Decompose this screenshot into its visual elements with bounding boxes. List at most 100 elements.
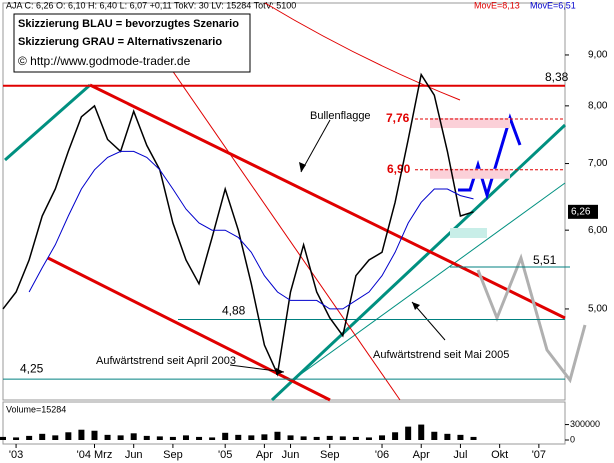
volume-bar [26, 435, 33, 440]
volume-bar [78, 429, 85, 440]
price-line [2, 72, 474, 377]
volume-bar [339, 436, 346, 440]
arrow [411, 301, 446, 341]
volume-bar [91, 430, 98, 440]
x-tick-label: Okt [491, 449, 508, 461]
volume-bar [274, 431, 281, 440]
note: Skizzierung GRAU = Alternativszenario [18, 36, 222, 48]
volume-bar [326, 435, 333, 440]
volume-bar [235, 434, 242, 440]
volume-bar [418, 424, 425, 440]
x-tick-label: Jun [125, 449, 143, 461]
x-tick-label: Sep [320, 449, 340, 461]
thin-line [164, 59, 401, 401]
volume-bar [130, 433, 137, 440]
header-ma-blue: MovE=6,51 [530, 0, 576, 10]
volume-bar [65, 432, 72, 440]
level-label: 4,88 [222, 304, 246, 318]
volume-bar [156, 436, 163, 440]
header-quote: AJA C: 6,26 O: 6,10 H: 6,40 L: 6,07 +0,1… [6, 0, 296, 10]
target-zone [430, 168, 510, 179]
scenario-blue [458, 113, 522, 201]
scenario-gray [476, 253, 587, 384]
x-tick-label: '04 Mrz [77, 449, 113, 461]
volume-bar [405, 426, 412, 440]
level-label: 4,25 [20, 361, 44, 375]
volume-bar [104, 434, 111, 440]
y-tick-label: 5,00 [588, 304, 608, 315]
volume-bar [470, 436, 477, 440]
y-tick-label: 8,00 [588, 100, 608, 111]
volume-bar [431, 431, 438, 440]
volume-tick-label: 0 [570, 434, 575, 444]
volume-bar [39, 433, 46, 440]
trend-line [4, 83, 91, 162]
volume-bar [352, 436, 359, 440]
y-tick-label: 6,00 [588, 225, 608, 236]
notes-box [13, 13, 251, 73]
arrow-head [299, 162, 306, 172]
plot-frame [2, 2, 566, 401]
y-tick-label: 7,00 [588, 158, 608, 169]
volume-bar [52, 435, 59, 440]
volume-bar [287, 435, 294, 440]
target-zone [430, 118, 510, 129]
x-tick-label: '03 [9, 449, 23, 461]
level-label: 6,90 [387, 162, 411, 176]
x-tick-label: Sep [163, 449, 183, 461]
note: © http://www.godmode-trader.de [18, 54, 191, 68]
arrow [300, 119, 331, 173]
volume-bar [169, 436, 176, 440]
volume-tick-label: 300000 [570, 419, 600, 429]
volume-bar [248, 435, 255, 440]
average-line [28, 150, 474, 310]
trend-line [289, 182, 566, 383]
annotation: Bullenflagge [310, 110, 371, 122]
volume-bar [313, 436, 320, 440]
volume-bar [365, 437, 372, 440]
thin-line [264, 2, 461, 101]
volume-bar [117, 435, 124, 440]
arrow [229, 364, 285, 373]
level-label: 7,76 [386, 111, 410, 125]
volume-bar [196, 436, 203, 440]
x-tick-label: Jul [453, 449, 467, 461]
x-tick-label: Jun [282, 449, 300, 461]
annotation: Aufwärtstrend seit Mai 2005 [373, 349, 509, 361]
volume-bar [209, 437, 216, 440]
volume-bar [300, 436, 307, 440]
volume-bar [392, 432, 399, 440]
volume-bar [261, 434, 268, 440]
last-price-box [568, 204, 598, 219]
volume-bar [457, 434, 464, 440]
volume-frame [2, 401, 566, 445]
last-price-label: 6,26 [571, 206, 591, 217]
flag-line [89, 83, 566, 320]
note: Skizzierung BLAU = bevorzugtes Szenario [18, 18, 239, 30]
x-tick-label: Apr [413, 449, 430, 461]
level-label: 5,51 [533, 253, 557, 267]
volume-bar [182, 435, 189, 440]
volume-bar [222, 432, 229, 440]
header-ma-red: MovE=8,13 [474, 0, 520, 10]
x-tick-label: '07 [532, 449, 546, 461]
volume-bar [0, 436, 6, 440]
x-tick-label: Apr [256, 449, 273, 461]
level-label: 8,38 [545, 70, 569, 84]
x-tick-label: '06 [375, 449, 389, 461]
trend-lines [4, 2, 587, 402]
y-tick-label: 9,00 [588, 50, 608, 61]
volume-label: Volume=15284 [6, 404, 66, 414]
volume-bar [379, 435, 386, 440]
volume-bar [444, 433, 451, 440]
annotation: Aufwärtstrend seit April 2003 [96, 355, 236, 367]
arrow-head [412, 302, 420, 310]
flag-line [47, 256, 331, 402]
volume-bar [13, 437, 20, 440]
zone [450, 228, 487, 238]
trend-line [270, 123, 567, 402]
x-tick-label: '05 [218, 449, 232, 461]
volume-bar [143, 435, 150, 440]
